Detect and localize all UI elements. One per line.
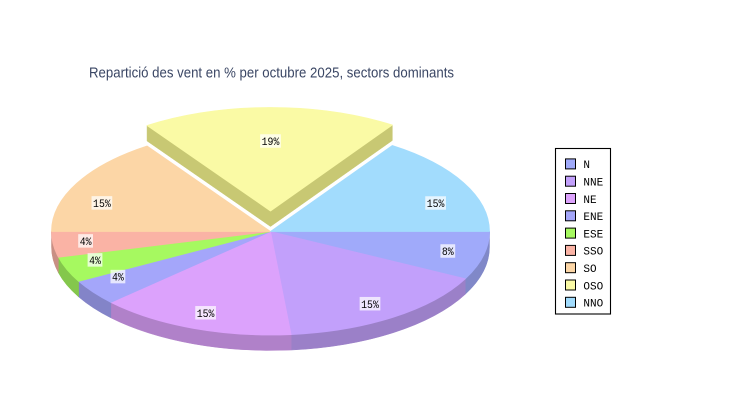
svg-text:19%: 19% [262,137,280,149]
svg-text:15%: 15% [361,300,379,312]
svg-text:OSO: OSO [583,281,603,293]
svg-text:ESE: ESE [583,229,603,241]
svg-text:4%: 4% [80,237,92,249]
svg-text:SSO: SSO [583,247,603,259]
svg-text:NNO: NNO [583,299,603,311]
svg-text:8%: 8% [442,247,454,259]
svg-text:15%: 15% [197,309,215,321]
svg-text:15%: 15% [93,199,111,211]
svg-text:15%: 15% [427,199,445,211]
svg-text:NE: NE [583,195,597,207]
svg-text:4%: 4% [112,273,124,285]
svg-text:Repartició des vent en % per o: Repartició des vent en % per octubre 202… [89,66,454,82]
svg-text:4%: 4% [89,256,101,268]
svg-text:N: N [583,160,590,172]
svg-text:ENE: ENE [583,212,603,224]
svg-text:SO: SO [583,264,597,276]
svg-text:NNE: NNE [583,178,603,190]
